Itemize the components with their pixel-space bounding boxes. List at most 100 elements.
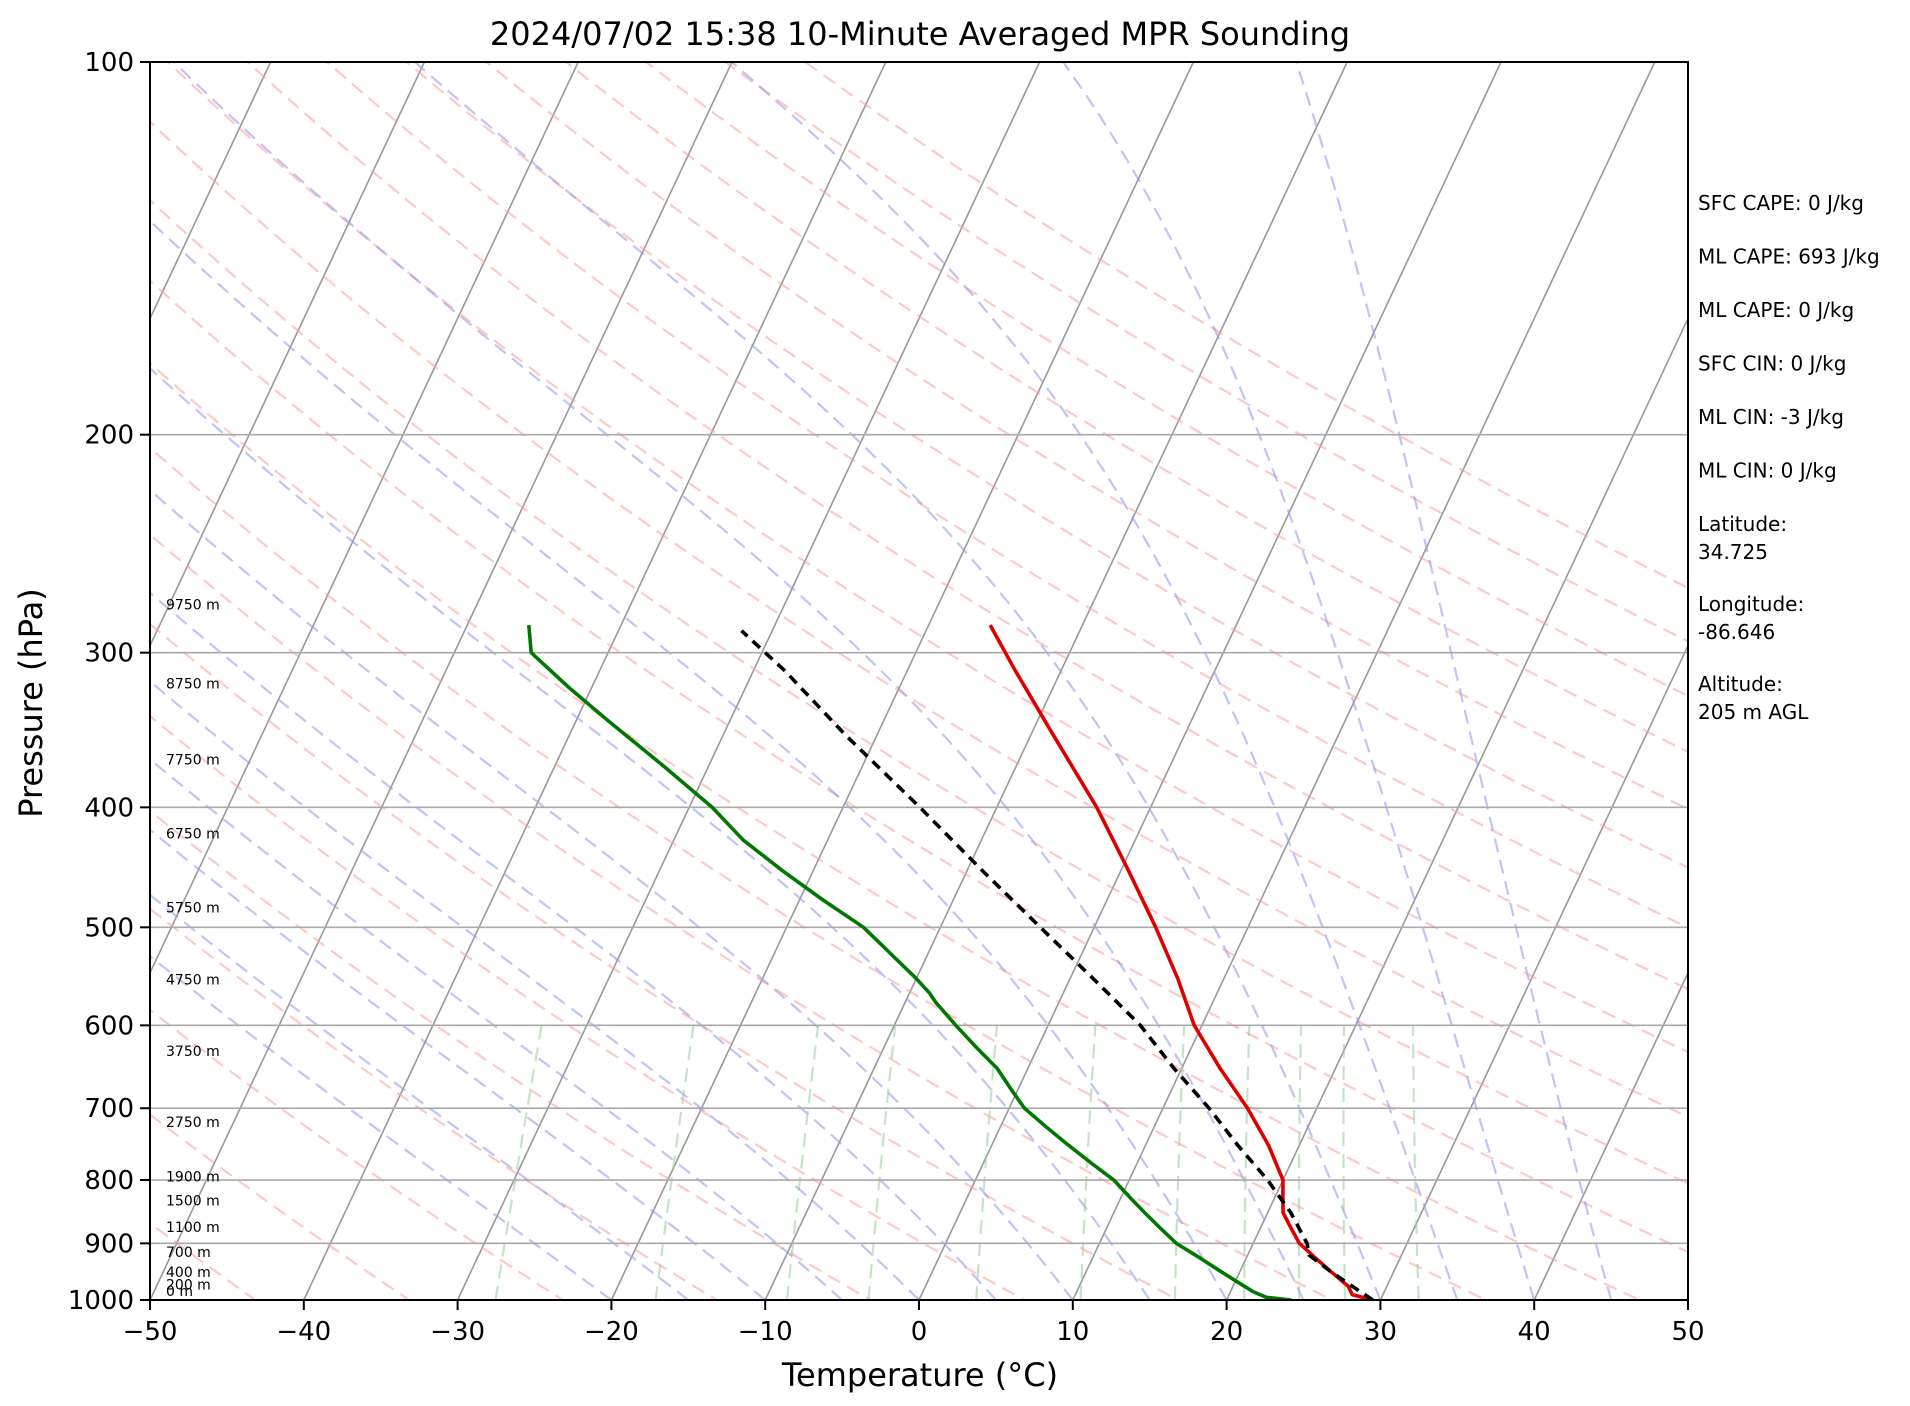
moist-adiabat-line xyxy=(150,954,613,1300)
dry-adiabat-line xyxy=(150,198,1688,1185)
height-label: 1100 m xyxy=(166,1220,220,1236)
height-label: 1500 m xyxy=(166,1193,220,1209)
height-label: 4750 m xyxy=(166,972,220,988)
moist-adiabat-line xyxy=(150,219,1228,1300)
x-tick-label: −40 xyxy=(276,1317,331,1347)
y-tick-label: 200 xyxy=(84,421,134,451)
dry-adiabat-line xyxy=(245,62,1688,991)
isotherm-line xyxy=(150,62,426,648)
height-label: 9750 m xyxy=(166,598,220,614)
isotherm-line xyxy=(1533,970,1688,1300)
x-tick-label: −50 xyxy=(123,1317,178,1347)
x-tick-label: 40 xyxy=(1518,1317,1551,1347)
dry-adiabat-line xyxy=(484,62,1688,811)
height-label: 700 m xyxy=(166,1245,211,1261)
height-label: 5750 m xyxy=(166,900,220,916)
isotherm-line xyxy=(150,62,580,975)
moist-adiabat-line xyxy=(150,679,920,1300)
dry-adiabat-line xyxy=(803,62,1688,590)
dry-adiabat-line xyxy=(150,714,1027,1300)
moist-adiabat-line xyxy=(1295,62,1613,1300)
height-label: 6750 m xyxy=(166,826,220,842)
dry-adiabat-line xyxy=(150,279,1688,1254)
stats-line: Latitude: xyxy=(1698,512,1787,536)
height-label: 0 m xyxy=(166,1284,193,1300)
height-label: 8750 m xyxy=(166,676,220,692)
dry-adiabat-line xyxy=(150,120,1688,1119)
isotherm-line xyxy=(150,62,733,1300)
moist-adiabat-line xyxy=(173,62,1305,1300)
dry-adiabat-line xyxy=(325,62,1688,929)
y-tick-label: 500 xyxy=(84,913,134,943)
moist-adiabat-line xyxy=(150,757,843,1300)
dry-adiabat-line xyxy=(405,62,1688,869)
moist-adiabat-line xyxy=(150,366,1151,1300)
isotherm-line xyxy=(918,62,1502,1300)
dry-adiabat-line xyxy=(723,62,1688,643)
dry-adiabat-line xyxy=(150,361,1643,1300)
isotherm-line xyxy=(764,62,1349,1300)
y-tick-label: 1000 xyxy=(68,1286,134,1316)
moist-adiabat-line xyxy=(414,62,1382,1300)
stats-line: Longitude: xyxy=(1698,592,1804,616)
dry-adiabat-line xyxy=(150,446,1489,1300)
moist-adiabat-line xyxy=(150,591,997,1300)
height-label: 7750 m xyxy=(166,752,220,768)
y-tick-label: 100 xyxy=(84,48,134,78)
profile-lines xyxy=(526,624,1374,1300)
parcel-path-line xyxy=(740,629,1374,1300)
dry-adiabat-line xyxy=(150,1113,412,1300)
x-tick-label: −20 xyxy=(584,1317,639,1347)
height-label: 3750 m xyxy=(166,1044,220,1060)
mixing-ratio-line xyxy=(785,1025,820,1300)
mixing-ratio-line xyxy=(1342,1025,1347,1300)
x-tick-label: −10 xyxy=(738,1317,793,1347)
stats-line: ML CIN: 0 J/kg xyxy=(1698,459,1837,483)
moist-adiabat-line xyxy=(150,828,766,1300)
isotherm-line xyxy=(1225,316,1688,1300)
stats-line: ML CAPE: 693 J/kg xyxy=(1698,245,1880,269)
y-tick-label: 300 xyxy=(84,639,134,669)
isotherm-line xyxy=(1071,62,1656,1300)
y-tick-label: 800 xyxy=(84,1166,134,1196)
height-label: 200 m xyxy=(166,1278,211,1294)
mixing-ratio-line xyxy=(1297,1025,1303,1300)
x-tick-label: 20 xyxy=(1210,1317,1243,1347)
stats-line: Altitude: xyxy=(1698,672,1783,696)
height-label: 2750 m xyxy=(166,1115,220,1131)
mixing-ratio-line xyxy=(1412,1025,1420,1300)
dry-adiabat-line xyxy=(166,62,1688,1054)
stats-line: ML CIN: -3 J/kg xyxy=(1698,405,1844,429)
dry-adiabat-line xyxy=(150,809,873,1300)
chart-title: 2024/07/02 15:38 10-Minute Averaged MPR … xyxy=(490,15,1350,53)
moist-adiabat-line xyxy=(1062,62,1536,1300)
stats-line: -86.646 xyxy=(1698,620,1775,644)
dewpoint-line xyxy=(526,624,1292,1300)
moist-adiabat-line xyxy=(730,62,1459,1300)
x-tick-label: 30 xyxy=(1364,1317,1397,1347)
background-lines xyxy=(150,62,1688,1300)
moist-adiabat-line xyxy=(150,488,1074,1300)
isotherm-line xyxy=(456,62,1041,1300)
y-tick-label: 700 xyxy=(84,1094,134,1124)
isotherm-line xyxy=(302,62,887,1300)
stats-line: 34.725 xyxy=(1698,540,1768,564)
stats-line: 205 m AGL xyxy=(1698,700,1809,724)
height-label: 1900 m xyxy=(166,1169,220,1185)
x-tick-label: 10 xyxy=(1056,1317,1089,1347)
mixing-ratio-line xyxy=(654,1025,695,1300)
moist-adiabat-line xyxy=(150,893,689,1300)
x-tick-label: −30 xyxy=(430,1317,485,1347)
y-axis-title: Pressure (hPa) xyxy=(12,588,50,818)
stats-line: ML CAPE: 0 J/kg xyxy=(1698,298,1854,322)
y-tick-label: 600 xyxy=(84,1011,134,1041)
isotherm-line xyxy=(610,62,1195,1300)
stats-line: SFC CIN: 0 J/kg xyxy=(1698,352,1846,376)
dry-adiabat-line xyxy=(150,1008,566,1300)
y-tick-label: 900 xyxy=(84,1229,134,1259)
y-tick-label: 400 xyxy=(84,793,134,823)
temperature-line xyxy=(988,624,1374,1300)
x-axis-title: Temperature (°C) xyxy=(781,1356,1058,1394)
dry-adiabat-line xyxy=(150,622,1181,1300)
